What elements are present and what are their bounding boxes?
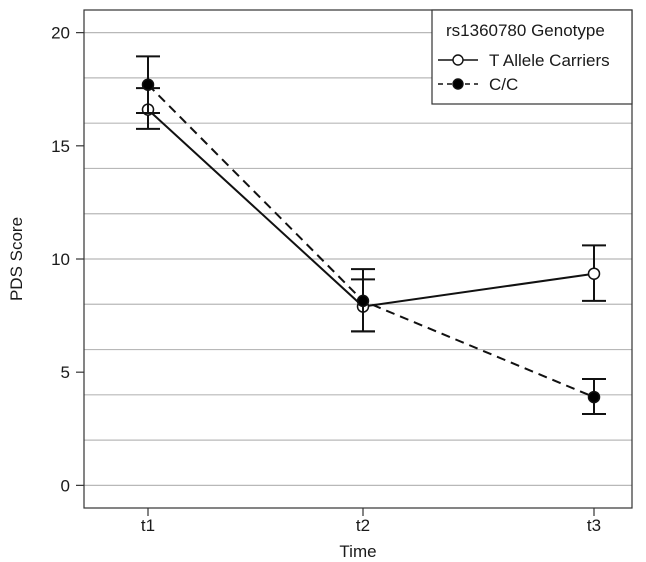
data-point: [141, 78, 155, 91]
series-line: [147, 83, 595, 399]
legend-title: rs1360780 Genotype: [446, 21, 605, 40]
legend-item: T Allele Carriers: [438, 51, 610, 70]
y-tick-label: 20: [51, 24, 70, 43]
y-tick-label: 10: [51, 250, 70, 269]
legend: rs1360780 Genotype T Allele Carriers C/C: [431, 9, 633, 105]
x-tick-label: t3: [587, 516, 601, 535]
data-point: [587, 267, 601, 280]
y-tick-label: 15: [51, 137, 70, 156]
x-tick-label: t2: [356, 516, 370, 535]
series-line: [147, 108, 595, 308]
data-point: [356, 294, 370, 308]
legend-items: T Allele Carriers C/C: [438, 51, 610, 94]
x-axis: t1 t2 t3: [141, 508, 601, 535]
legend-item: C/C: [438, 75, 518, 94]
series-layer: [136, 55, 606, 416]
y-tick-label: 0: [61, 476, 70, 495]
legend-label: C/C: [489, 75, 518, 94]
legend-label: T Allele Carriers: [489, 51, 610, 70]
x-tick-label: t1: [141, 516, 155, 535]
y-axis-title: PDS Score: [7, 217, 26, 301]
legend-marker: [452, 78, 464, 90]
legend-box: [431, 9, 633, 105]
legend-marker: [452, 54, 464, 66]
y-tick-label: 5: [61, 363, 70, 382]
x-axis-title: Time: [339, 542, 376, 561]
series-t-allele-carriers: [136, 87, 606, 333]
data-point: [587, 390, 601, 404]
y-axis: 0 5 10 15 20: [51, 24, 84, 495]
series-cc: [136, 55, 606, 416]
